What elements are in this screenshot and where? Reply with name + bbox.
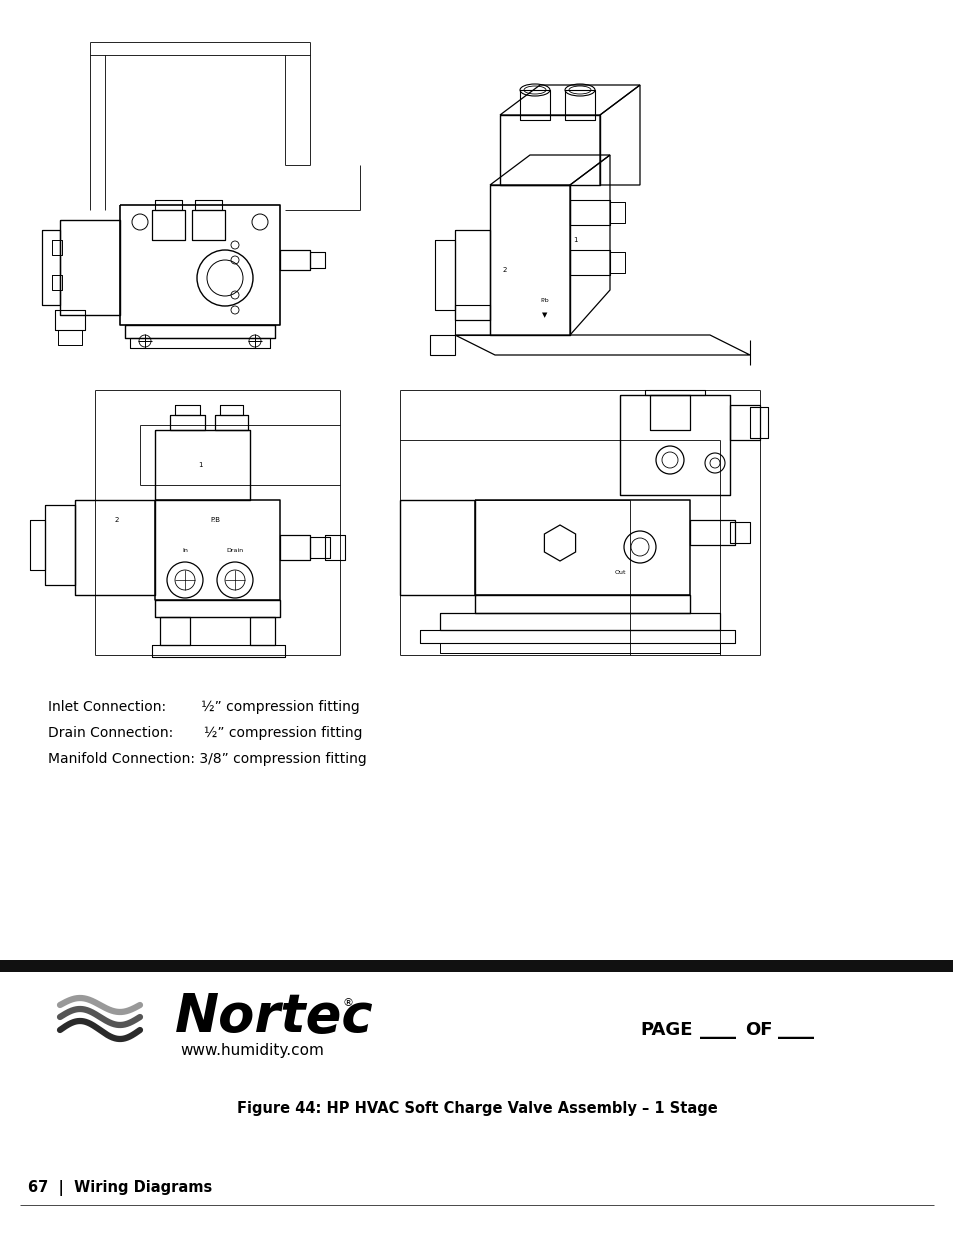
Text: P.b: P.b: [540, 298, 549, 303]
Text: ▼: ▼: [541, 312, 547, 317]
Text: Drain: Drain: [226, 547, 243, 552]
Bar: [0, 960, 953, 972]
Text: www.humidity.com: www.humidity.com: [180, 1042, 323, 1057]
Text: ____: ____: [778, 1021, 813, 1039]
Text: P.B: P.B: [210, 517, 220, 522]
Text: OF: OF: [744, 1021, 772, 1039]
Text: Figure 44: HP HVAC Soft Charge Valve Assembly – 1 Stage: Figure 44: HP HVAC Soft Charge Valve Ass…: [236, 1100, 717, 1115]
Text: PAGE: PAGE: [639, 1021, 692, 1039]
Text: Manifold Connection: 3/8” compression fitting: Manifold Connection: 3/8” compression fi…: [48, 752, 366, 766]
Text: ®: ®: [343, 998, 354, 1008]
Text: 1: 1: [197, 462, 202, 468]
Text: ____: ____: [700, 1021, 735, 1039]
Text: In: In: [182, 547, 188, 552]
Text: Nortec: Nortec: [174, 990, 374, 1044]
Text: 2: 2: [115, 517, 119, 522]
Text: Inlet Connection:        ½” compression fitting: Inlet Connection: ½” compression fitting: [48, 700, 359, 714]
Text: Drain Connection:       ½” compression fitting: Drain Connection: ½” compression fitting: [48, 726, 362, 740]
Text: 2: 2: [502, 267, 507, 273]
Text: 67  |  Wiring Diagrams: 67 | Wiring Diagrams: [28, 1179, 212, 1195]
Text: Out: Out: [614, 571, 625, 576]
Text: 1: 1: [572, 237, 577, 243]
